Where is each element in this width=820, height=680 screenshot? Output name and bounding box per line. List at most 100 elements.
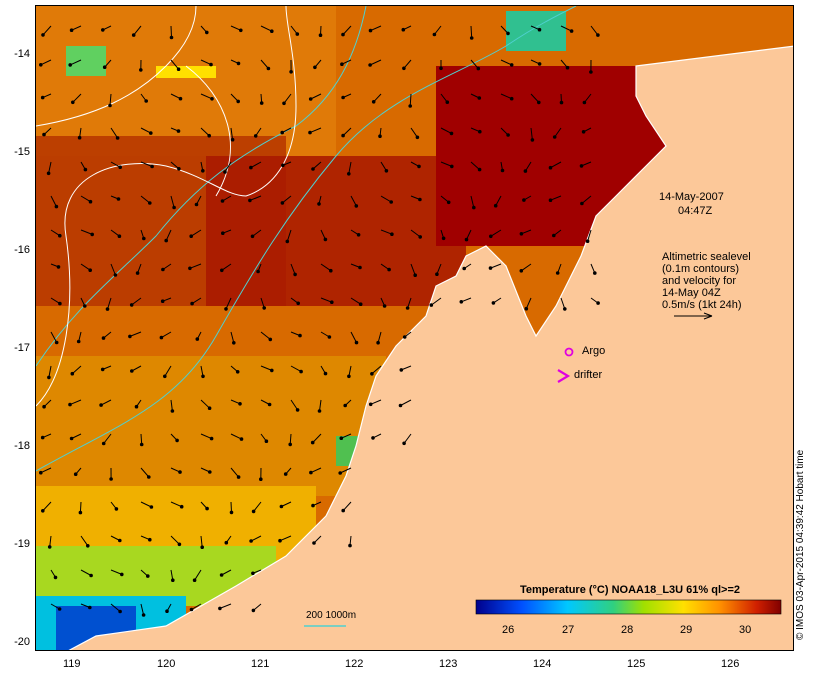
velocity-arrow [470, 195, 475, 208]
velocity-arrow [110, 127, 119, 139]
velocity-arrow-head [270, 368, 274, 373]
velocity-arrow-head [100, 367, 105, 372]
velocity-arrow [50, 331, 58, 343]
velocity-arrow-head [251, 608, 256, 613]
velocity-arrow-head [78, 510, 83, 515]
velocity-arrow-head [384, 169, 389, 173]
velocity-arrow-head [54, 340, 59, 345]
velocity-arrow-head [264, 439, 269, 444]
velocity-arrow-head [39, 470, 43, 475]
velocity-arrow-head [149, 505, 154, 509]
velocity-arrow [410, 127, 418, 138]
velocity-arrow [339, 467, 352, 474]
velocity-arrow-head [524, 306, 529, 311]
velocity-arrow-head [116, 197, 121, 201]
velocity-arrow [110, 569, 122, 575]
velocity-arrow [260, 331, 271, 340]
velocity-arrow [380, 195, 392, 203]
velocity-arrow-head [313, 65, 317, 70]
velocity-arrow-head [441, 236, 446, 241]
velocity-arrow [230, 467, 239, 478]
velocity-arrow-head [408, 104, 413, 108]
velocity-arrow [370, 399, 382, 405]
altimetry-note: Altimetric sealevel (0.1m contours) and … [662, 251, 751, 311]
velocity-arrow-head [114, 507, 119, 511]
velocity-arrow [309, 127, 322, 134]
velocity-arrow [260, 59, 269, 69]
velocity-arrow-head [200, 545, 204, 550]
velocity-arrow-head [279, 504, 284, 509]
colorbar [475, 599, 782, 615]
velocity-arrow [590, 25, 599, 36]
drifter-label: drifter [574, 369, 603, 381]
velocity-arrow [550, 195, 562, 201]
velocity-arrow-head [295, 408, 300, 412]
velocity-arrow [371, 365, 382, 375]
velocity-arrow [230, 433, 242, 440]
velocity-arrow-head [115, 136, 120, 140]
velocity-arrow [260, 25, 273, 32]
velocity-arrow-head [117, 234, 122, 238]
velocity-arrow-head [175, 438, 179, 443]
altimetry-line: 14-May 04Z [662, 287, 721, 299]
velocity-arrow-head [221, 231, 225, 235]
velocity-arrow-head [47, 545, 52, 549]
velocity-arrow-head [555, 271, 560, 275]
velocity-arrow-head [83, 167, 88, 172]
velocity-arrow-head [224, 540, 229, 545]
velocity-arrow-head [378, 134, 382, 138]
velocity-arrow-head [569, 29, 574, 33]
velocity-arrow [290, 365, 302, 373]
velocity-arrow [219, 603, 232, 609]
sst-map[interactable]: 14-May-2007 04:47Z Altimetric sealevel (… [35, 5, 794, 651]
velocity-arrow-head [268, 337, 273, 342]
velocity-arrow [200, 433, 212, 440]
velocity-arrow-head [330, 300, 334, 305]
sst-patches [36, 6, 676, 650]
velocity-arrow [170, 195, 175, 208]
velocity-arrow-head [256, 269, 260, 274]
velocity-arrow [410, 263, 416, 276]
velocity-arrow-head [219, 573, 224, 577]
velocity-arrow-head [259, 101, 264, 105]
velocity-arrow-head [537, 62, 542, 66]
velocity-arrow-head [552, 135, 557, 139]
velocity-arrow-head [207, 406, 212, 411]
velocity-arrow-head [283, 472, 288, 476]
lon-tick: 120 [157, 658, 176, 670]
velocity-arrow-head [323, 237, 328, 242]
velocity-arrow [250, 535, 262, 542]
velocity-arrow-head [239, 28, 243, 33]
velocity-arrow-head [159, 335, 164, 340]
velocity-arrow-head [289, 70, 293, 74]
velocity-arrow [320, 297, 332, 303]
lon-tick: 125 [627, 658, 646, 670]
velocity-arrow-head [139, 442, 144, 447]
velocity-arrow-head [579, 164, 584, 168]
velocity-arrow-head [189, 607, 194, 612]
velocity-arrow [200, 127, 210, 137]
velocity-arrow-head [376, 340, 380, 345]
velocity-arrow-head [160, 299, 165, 304]
velocity-arrow-head [53, 575, 58, 580]
velocity-arrow-head [205, 506, 209, 511]
velocity-arrow [348, 161, 352, 174]
altimetry-line: 0.5m/s (1kt 24h) [662, 299, 742, 311]
velocity-arrow-head [148, 537, 152, 542]
velocity-arrow-head [341, 95, 345, 100]
velocity-arrow-head [311, 503, 315, 508]
velocity-scale-arrow [674, 312, 713, 320]
velocity-arrow [410, 229, 421, 238]
velocity-arrow-head [309, 470, 313, 475]
velocity-arrow-head [450, 164, 454, 169]
velocity-arrow-head [338, 471, 343, 475]
velocity-arrow-head [347, 172, 351, 176]
velocity-arrow-head [347, 374, 351, 379]
velocity-arrow [140, 501, 152, 508]
velocity-arrow-head [201, 374, 205, 379]
time-label: 04:47Z [678, 205, 713, 217]
velocity-arrow [530, 93, 540, 103]
velocity-arrow [40, 467, 52, 474]
velocity-arrow-head [210, 97, 214, 101]
velocity-arrow-head [368, 402, 373, 407]
